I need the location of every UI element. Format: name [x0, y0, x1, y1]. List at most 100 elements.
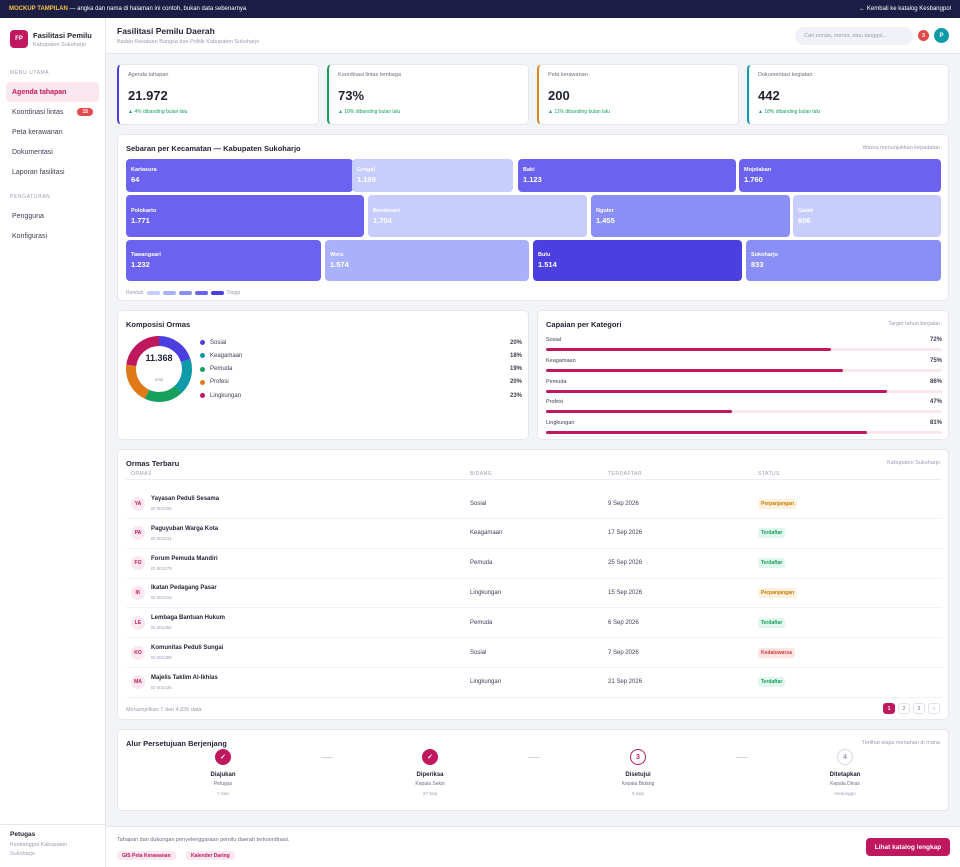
treemap-cell-bendosari[interactable]: Bendosari 1.704 [368, 195, 587, 237]
step-number: 3 [630, 749, 646, 765]
bidang-cell: Pemuda [470, 619, 493, 626]
date-cell: 21 Sep 2026 [608, 679, 643, 686]
col-bidang: BIDANG [470, 470, 493, 477]
status-badge: Perpanjangan [758, 498, 798, 509]
treemap-title: Sebaran per Kecamatan — Kabupaten Sukoha… [126, 144, 301, 153]
treemap-cell-name: Baki [523, 167, 535, 173]
bidang-cell: Pemuda [470, 560, 493, 567]
page-1-button[interactable]: 1 [883, 703, 895, 714]
sidebar-item-pengguna[interactable]: Pengguna [6, 206, 99, 226]
ormas-cell: LE Lembaga Bantuan Hukum ID 001352 [126, 615, 470, 630]
user-org: Kesbangpol Kabupaten [10, 842, 68, 848]
ormas-name[interactable]: Paguyuban Warga Kota [151, 525, 219, 532]
legend-pct: 18% [509, 352, 522, 359]
treemap-cell-tawangsari[interactable]: Tawangsari 1.232 [126, 240, 321, 281]
avatar[interactable]: P [934, 28, 949, 43]
treemap-cell-value: 64 [131, 175, 140, 184]
col-terdaftar: TERDAFTAR [608, 470, 643, 477]
page-2-button[interactable]: 2 [898, 703, 910, 714]
ormas-name[interactable]: Forum Pemuda Mandiri [151, 555, 218, 562]
search-input[interactable]: Cari ormas, nomor, atau tanggal... [795, 26, 913, 45]
treemap-cell-name: Sukoharjo [751, 252, 778, 258]
treemap-cell-value: 1.199 [357, 175, 376, 184]
table-note: Kabupaten Sukoharjo [887, 460, 940, 466]
treemap-cell-name: Nguter [596, 207, 614, 214]
sidebar-item-label: Konfigurasi [12, 232, 48, 240]
sidebar-item-dokumentasi[interactable]: Dokumentasi [6, 142, 99, 162]
treemap-cell-gatak[interactable]: Gatak 606 [793, 195, 941, 237]
treemap-cell-weru[interactable]: Weru 1.574 [325, 240, 529, 281]
capaian-pct: 81% [929, 420, 942, 427]
ormas-name[interactable]: Ikatan Pedagang Pasar [151, 585, 217, 592]
treemap-cell-kartasura[interactable]: Kartasura 64 [126, 159, 353, 192]
table-row[interactable]: YA Yayasan Peduli Sesama ID 001206 Sosial 9 … [126, 489, 942, 519]
kpi-value: 73% [338, 88, 365, 103]
capaian-row-head: Sosial 72% [546, 337, 942, 343]
legend-label: Pemuda [210, 366, 233, 373]
table-row[interactable]: MA Majelis Taklim Al-Ikhlas ID 001426 Lingk… [126, 668, 942, 698]
kpi-card: Agenda tahapan 21.972 ▲ 4% dibanding bulan… [117, 64, 319, 125]
treemap-cell-nguter[interactable]: Nguter 1.455 [591, 195, 790, 237]
sidebar-item-koordinasi[interactable]: Koordinasi lintas 15 [6, 102, 99, 122]
flow-title: Alur Persetujuan Berjenjang [126, 739, 227, 748]
back-to-catalog-link[interactable]: ← Kembali ke katalog Kesbangpol [859, 6, 951, 12]
ormas-name[interactable]: Majelis Taklim Al-Ikhlas [151, 674, 218, 681]
treemap-cell-bulu[interactable]: Bulu 1.514 [533, 240, 742, 281]
ormas-cell: YA Yayasan Peduli Sesama ID 001206 [126, 496, 470, 511]
page-3-button[interactable]: 3 [913, 703, 925, 714]
treemap-note: Warna menunjukkan kepadatan [862, 145, 940, 151]
donut-legend-item: Pemuda 19% [200, 365, 522, 374]
ormas-name[interactable]: Lembaga Bantuan Hukum [151, 615, 226, 622]
table-row[interactable]: IK Ikatan Pedagang Pasar ID 001315 Lingkung… [126, 578, 942, 609]
status-cell: Terdaftar [758, 617, 942, 628]
kpi-label: Dokumentasi kegiatan [758, 72, 813, 78]
table-row[interactable]: PA Paguyuban Warga Kota ID 001241 Keagamaan… [126, 519, 942, 549]
ormas-id: ID 001206 [151, 506, 172, 511]
treemap-cell-value: 1.455 [596, 215, 615, 225]
bidang-cell: Keagamaan [470, 530, 503, 537]
view-catalog-button[interactable]: Lihat katalog lengkap [866, 838, 950, 856]
donut-legend-item: Lingkungan 23% [200, 391, 522, 400]
gis-chip[interactable]: GIS Peta Kerawanan [117, 851, 176, 860]
page-title: Fasilitasi Pemilu Daerah [117, 26, 215, 36]
ormas-cell: MA Majelis Taklim Al-Ikhlas ID 001426 [126, 675, 470, 690]
sidebar-item-laporan[interactable]: Laporan fasilitasi [6, 162, 99, 182]
kpi-trend: ▲ 11% dibanding bulan lalu [548, 109, 610, 115]
table-title: Ormas Terbaru [126, 459, 180, 468]
table-row[interactable]: FO Forum Pemuda Mandiri ID 001278 Pemuda 25 … [126, 549, 942, 579]
legend-swatch [146, 291, 160, 295]
capaian-row: Sosial 72% [546, 337, 942, 351]
treemap-cell-sukoharjo[interactable]: Sukoharjo 833 [746, 240, 941, 281]
ormas-cell: PA Paguyuban Warga Kota ID 001241 [126, 526, 470, 541]
sidebar-item-konfigurasi[interactable]: Konfigurasi [6, 226, 99, 246]
donut-legend-item: Profesi 20% [200, 378, 522, 387]
treemap-cell-name: Weru [330, 252, 344, 258]
pagination: 1 2 3 › [883, 703, 940, 714]
ormas-id: ID 001352 [151, 625, 172, 631]
ormas-name[interactable]: Yayasan Peduli Sesama [151, 496, 220, 502]
notification-badge[interactable]: 3 [918, 30, 929, 41]
kpi-card: Peta kerawanan 200 ▲ 11% dibanding bulan l… [537, 64, 739, 125]
table-row[interactable]: LE Lembaga Bantuan Hukum ID 001352 Pemuda 6 … [126, 608, 942, 639]
progress-track [546, 389, 942, 393]
menu-section-main: MENU UTAMA [10, 70, 50, 76]
treemap-cell-polokarto[interactable]: Polokarto 1.771 [126, 195, 364, 237]
treemap-cell-baki[interactable]: Baki 1.123 [518, 159, 736, 192]
treemap-cell-mojolaban[interactable]: Mojolaban 1.760 [739, 159, 941, 192]
table-row[interactable]: KO Komunitas Peduli Sungai ID 001389 Sosial… [126, 638, 942, 668]
treemap-cell-name: Polokarto [131, 207, 157, 214]
treemap-cell-grogol[interactable]: Grogol 1.199 [352, 159, 513, 192]
sidebar-item-agenda[interactable]: Agenda tahapan [6, 82, 99, 102]
status-cell: Terdaftar [758, 558, 942, 569]
sidebar-item-peta[interactable]: Peta kerawanan [6, 122, 99, 142]
capaian-pct: 47% [929, 399, 942, 406]
ormas-name[interactable]: Komunitas Peduli Sungai [151, 645, 224, 651]
calendar-chip[interactable]: Kalender Daring [186, 851, 235, 860]
approval-flow-card: Alur Persetujuan Berjenjang Terlihat sia… [117, 729, 949, 811]
bidang-cell: Sosial [470, 500, 487, 507]
next-page-button[interactable]: › [928, 703, 940, 714]
date-cell: 7 Sep 2026 [608, 649, 639, 656]
approval-step: 3 Disetujui Kepala Bidang 5 Sep [578, 749, 698, 796]
donut-legend-item: Keagamaan 18% [200, 351, 522, 360]
mockup-note: — angka dan nama di halaman ini contoh, … [67, 6, 247, 12]
